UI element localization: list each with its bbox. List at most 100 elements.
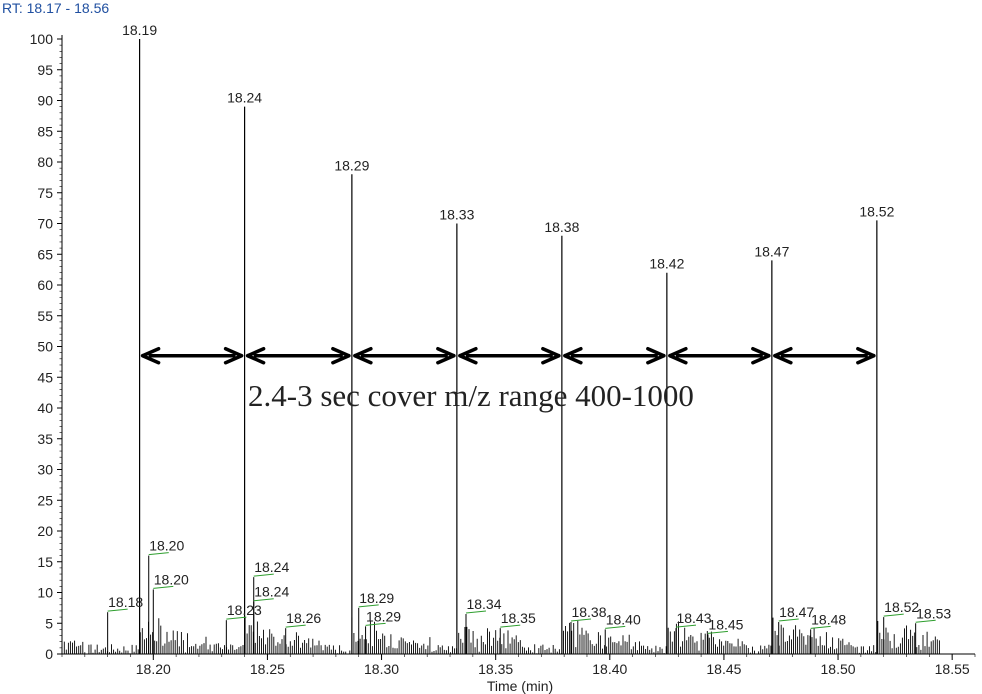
x-axis-label: Time (min)	[487, 678, 553, 694]
label-leader	[810, 625, 831, 629]
arrow-head-left	[563, 346, 583, 365]
baseline-noise	[63, 616, 940, 654]
x-tick-label: 18.35	[478, 661, 513, 677]
arrow-head-right	[856, 346, 876, 365]
label-leader	[500, 624, 521, 628]
label-leader	[253, 598, 274, 602]
major-peak-label: 18.47	[754, 243, 789, 259]
label-leader	[153, 585, 174, 589]
x-tick-label: 18.55	[935, 661, 970, 677]
minor-peak-label: 18.35	[501, 610, 536, 626]
label-leader	[570, 618, 592, 622]
label-leader	[253, 573, 274, 577]
cycle-arrow	[353, 346, 456, 365]
x-tick-label: 18.30	[364, 661, 399, 677]
y-tick-label: 40	[37, 400, 53, 416]
arrow-head-right	[646, 346, 666, 365]
arrow-head-right	[751, 346, 771, 365]
minor-peak-label: 18.29	[366, 608, 401, 624]
y-tick-label: 65	[37, 246, 53, 262]
arrow-head-right	[541, 346, 561, 365]
minor-peak-label: 18.53	[916, 605, 951, 621]
cycle-arrow	[245, 346, 351, 365]
major-peak-label: 18.52	[859, 203, 894, 219]
arrow-head-left	[353, 346, 373, 365]
arrow-head-right	[223, 346, 244, 365]
y-tick-label: 20	[37, 523, 53, 539]
major-peak-label: 18.42	[649, 256, 684, 272]
y-tick-label: 80	[37, 154, 53, 170]
minor-peak-label: 18.34	[466, 596, 501, 612]
y-tick-label: 45	[37, 369, 53, 385]
label-leader	[707, 630, 728, 634]
cycle-annotation: 2.4-3 sec cover m/z range 400-1000	[248, 378, 694, 413]
arrow-head-right	[331, 346, 351, 365]
minor-peak-label: 18.47	[779, 604, 814, 620]
y-tick-label: 100	[30, 31, 54, 47]
noise-trace	[63, 616, 940, 654]
y-tick-label: 90	[37, 93, 53, 109]
minor-peak-label: 18.24	[254, 559, 289, 575]
minor-peak-label: 18.24	[254, 584, 289, 600]
y-tick-label: 15	[37, 554, 53, 570]
minor-peak-label: 18.23	[227, 602, 262, 618]
cycle-arrow	[668, 346, 771, 365]
y-tick-label: 0	[45, 646, 53, 662]
minor-peak-label: 18.40	[606, 611, 641, 627]
arrow-head-left	[245, 346, 266, 365]
label-leader	[107, 608, 128, 612]
cycle-arrow	[563, 346, 666, 365]
y-tick-label: 75	[37, 185, 53, 201]
y-tick-label: 55	[37, 308, 53, 324]
minor-peak-label: 18.43	[676, 610, 711, 626]
label-leader	[915, 619, 936, 623]
y-tick-label: 70	[37, 216, 53, 232]
minor-peak-label: 18.26	[286, 610, 321, 626]
minor-peak-labels: 18.18 18.20 18.20 18.23 18.24 18.24 18.26 18.29…	[107, 538, 951, 654]
label-leader	[226, 616, 247, 620]
label-leader	[285, 624, 306, 628]
label-leader	[675, 624, 697, 628]
arrow-head-left	[140, 346, 161, 365]
major-peak-label: 18.29	[334, 157, 369, 173]
y-tick-label: 30	[37, 462, 53, 478]
major-peak-label: 18.38	[544, 219, 579, 235]
y-tick-label: 50	[37, 339, 53, 355]
x-tick-label: 18.25	[250, 661, 285, 677]
x-tick-label: 18.20	[136, 661, 171, 677]
y-tick-label: 10	[37, 585, 53, 601]
cycle-arrow	[773, 346, 876, 365]
minor-peak-label: 18.20	[149, 538, 184, 554]
major-peak-label: 18.19	[122, 22, 157, 38]
minor-peak-label: 18.18	[108, 594, 143, 610]
label-leader	[778, 618, 799, 622]
cycle-arrow	[458, 346, 561, 365]
rt-range-label: RT: 18.17 - 18.56	[2, 0, 110, 16]
arrow-head-left	[668, 346, 688, 365]
axes: 0 5 10 15 20 25 30 35 40 45 50 55 60 65 70 75 80 85 90 95 10…	[30, 31, 976, 677]
label-leader	[605, 625, 626, 629]
label-leader	[465, 610, 487, 614]
minor-peak-label: 18.52	[884, 599, 919, 615]
minor-peak-label: 18.38	[571, 604, 606, 620]
y-tick-label: 85	[37, 123, 53, 139]
major-peaks: 18.19 18.24 18.29 18.33 18.38 18.42 18.47 18.52	[122, 22, 895, 654]
y-tick-label: 35	[37, 431, 53, 447]
y-tick-label: 5	[45, 615, 53, 631]
x-tick-label: 18.50	[821, 661, 856, 677]
minor-peak-label: 18.48	[811, 611, 846, 627]
scan-cycle-arrows	[140, 346, 876, 365]
y-tick-label: 95	[37, 62, 53, 78]
arrow-head-right	[436, 346, 456, 365]
y-tick-label: 25	[37, 492, 53, 508]
major-peak-label: 18.33	[439, 207, 474, 223]
label-leader	[883, 613, 904, 617]
major-peak-label: 18.24	[227, 90, 262, 106]
minor-peak-label: 18.29	[359, 590, 394, 606]
arrow-head-left	[773, 346, 793, 365]
label-leader	[365, 622, 386, 626]
x-tick-label: 18.40	[592, 661, 627, 677]
y-tick-label: 60	[37, 277, 53, 293]
cycle-arrow	[140, 346, 244, 365]
